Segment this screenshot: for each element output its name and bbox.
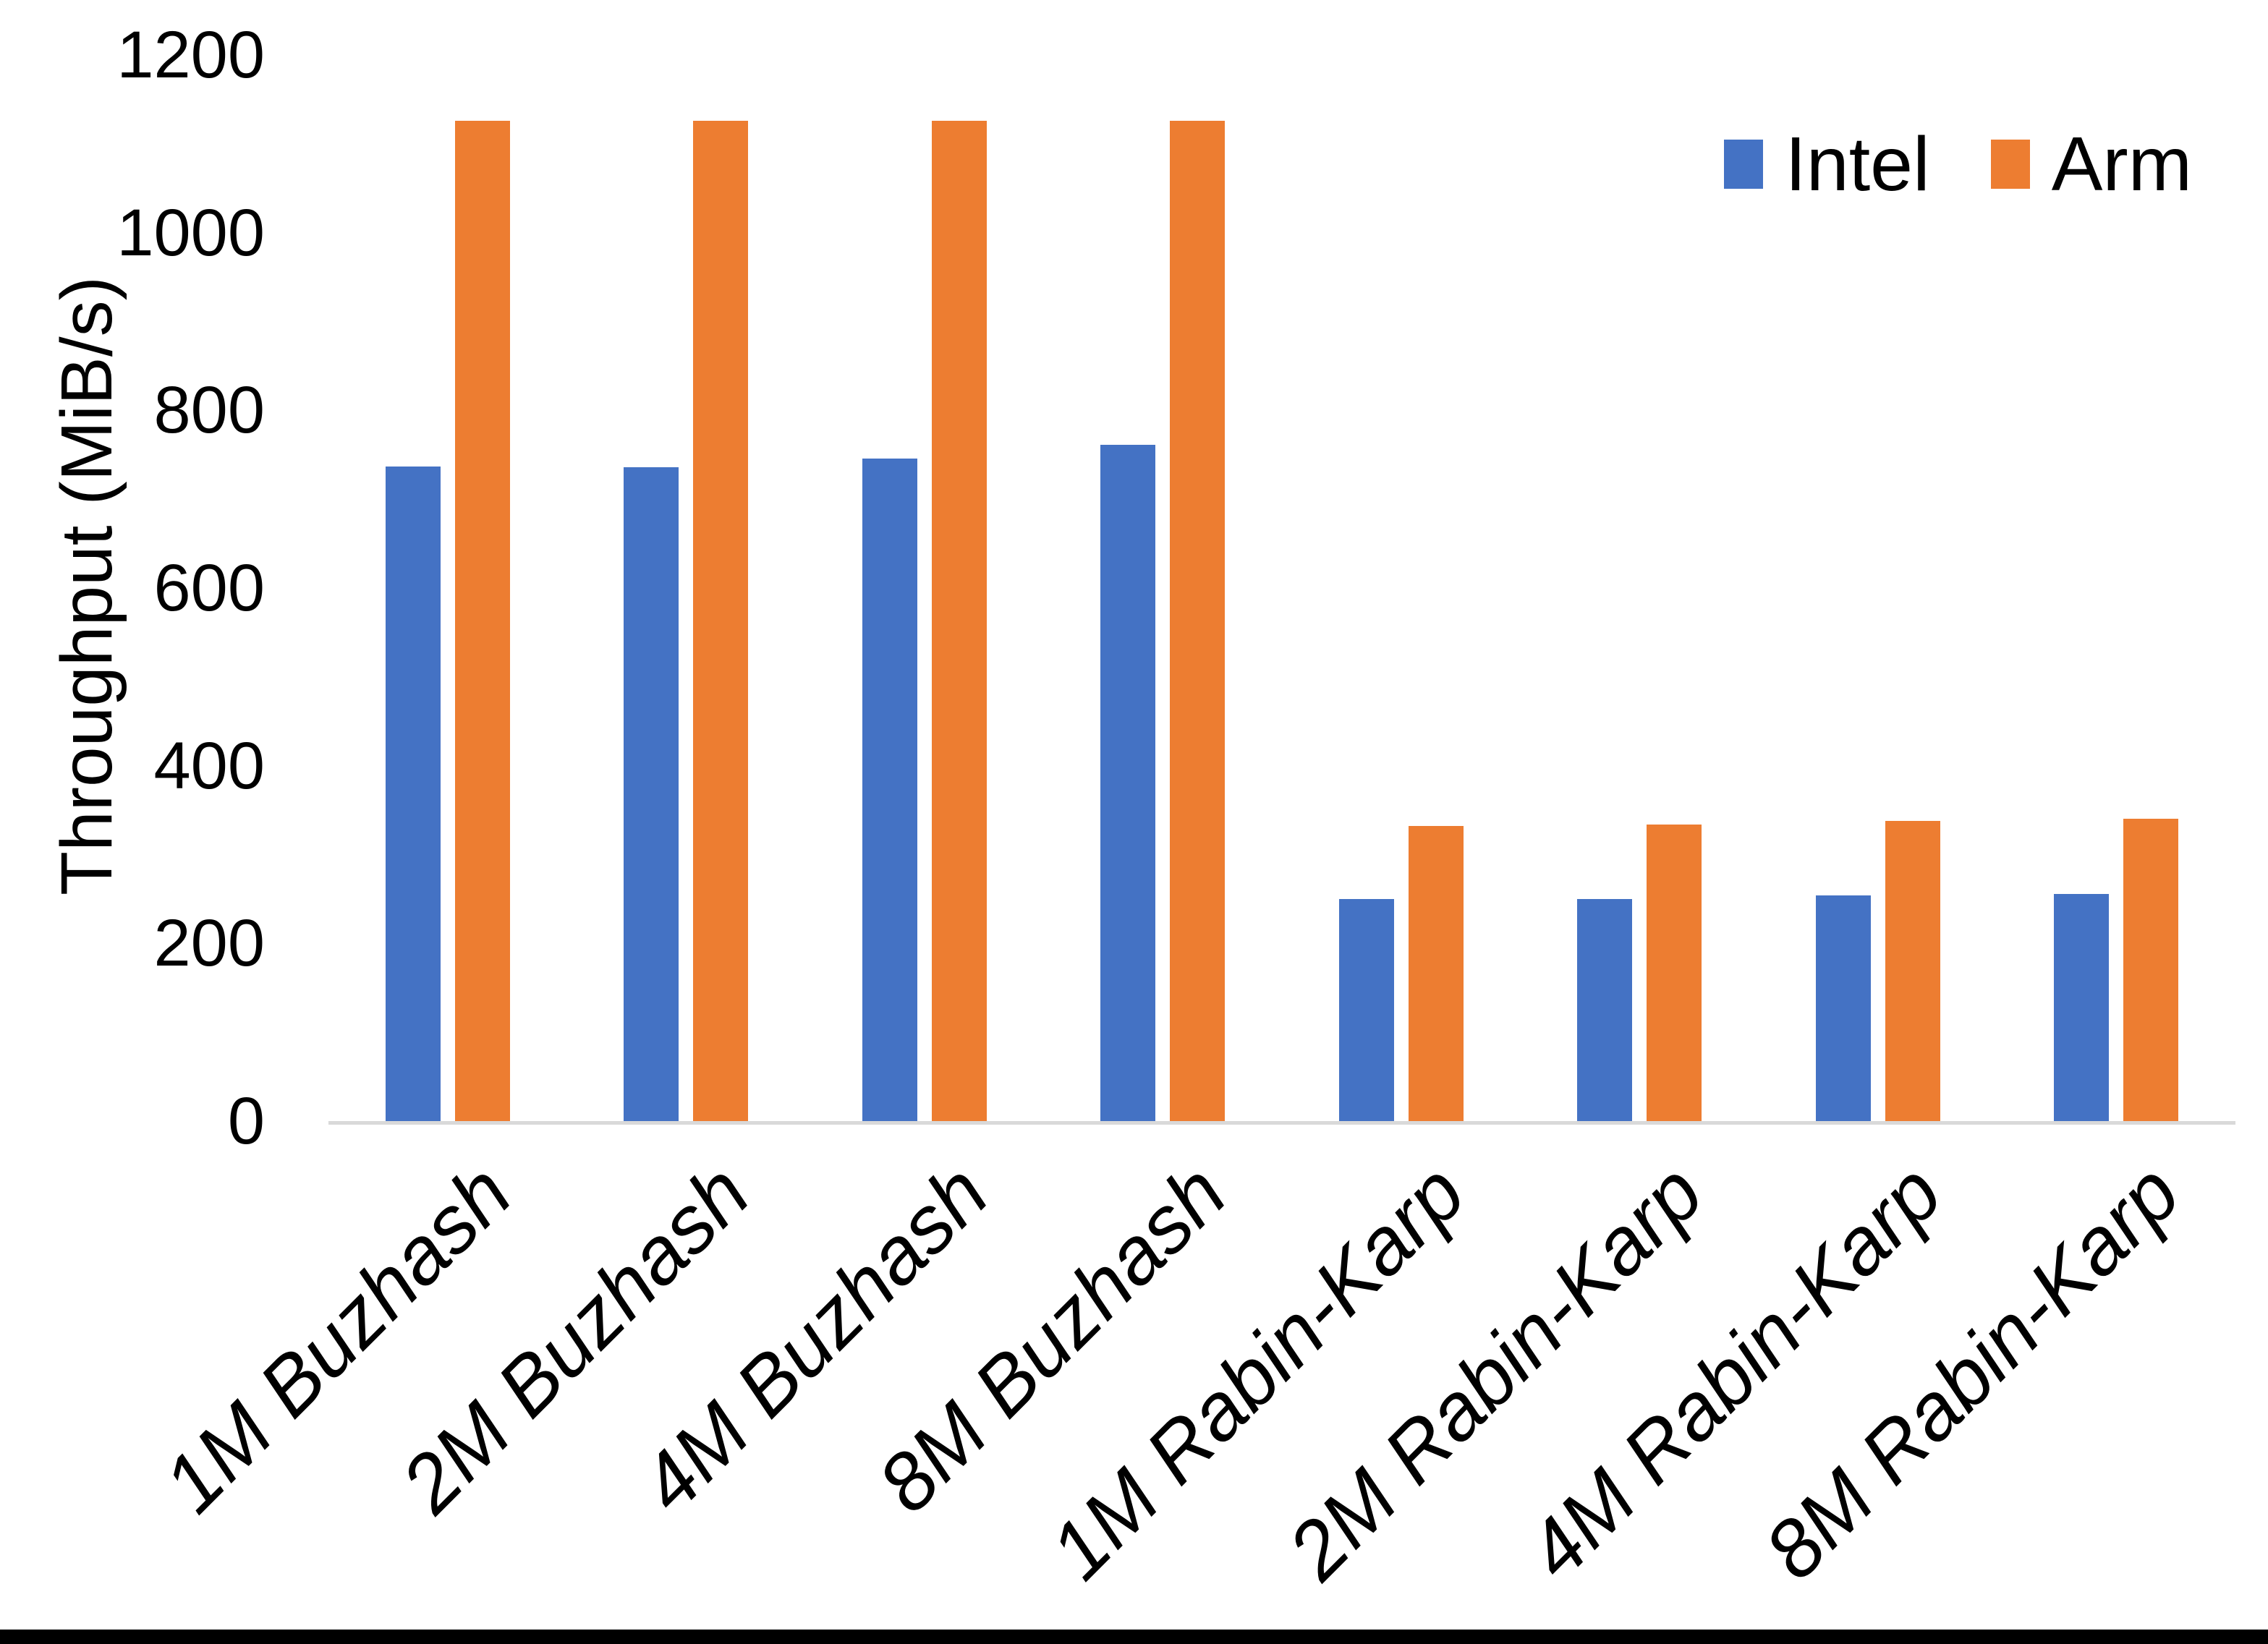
bar-arm-8m-buzhash	[1170, 120, 1226, 1121]
bar-intel-2m-rabin-karp	[1577, 898, 1633, 1121]
legend: Intel Arm	[1724, 124, 2192, 204]
bar-intel-8m-rabin-karp	[2054, 893, 2110, 1121]
y-tick-label-1000: 1000	[116, 195, 265, 270]
bar-arm-8m-rabin-karp	[2123, 819, 2179, 1121]
bar-arm-2m-buzhash	[693, 120, 749, 1121]
bar-intel-4m-rabin-karp	[1815, 895, 1871, 1121]
x-label-1m-buzhash: 1M Buzhash	[145, 1146, 529, 1530]
bar-arm-1m-rabin-karp	[1408, 826, 1464, 1121]
bar-intel-1m-buzhash	[385, 466, 441, 1121]
bar-arm-1m-buzhash	[454, 120, 510, 1121]
x-axis-line	[328, 1121, 2235, 1125]
y-tick-label-400: 400	[153, 728, 266, 803]
bar-arm-4m-buzhash	[931, 120, 987, 1121]
legend-item-arm: Arm	[1990, 122, 2192, 207]
y-tick-label-200: 200	[153, 906, 266, 981]
legend-swatch-arm	[1990, 140, 2030, 189]
y-tick-label-1200: 1200	[116, 18, 265, 92]
bar-intel-4m-buzhash	[862, 458, 917, 1121]
legend-label-arm: Arm	[2051, 122, 2192, 207]
bar-arm-4m-rabin-karp	[1885, 820, 1940, 1121]
y-tick-label-0: 0	[227, 1084, 265, 1158]
bottom-border	[0, 1630, 2268, 1644]
legend-swatch-intel	[1724, 140, 1764, 189]
bar-intel-8m-buzhash	[1100, 445, 1156, 1121]
y-tick-label-800: 800	[153, 373, 266, 448]
bar-intel-1m-rabin-karp	[1338, 898, 1394, 1121]
y-tick-label-600: 600	[153, 551, 266, 625]
bar-arm-2m-rabin-karp	[1647, 824, 1702, 1121]
bar-intel-2m-buzhash	[624, 467, 679, 1121]
legend-item-intel: Intel	[1724, 122, 1930, 207]
legend-label-intel: Intel	[1785, 122, 1930, 207]
